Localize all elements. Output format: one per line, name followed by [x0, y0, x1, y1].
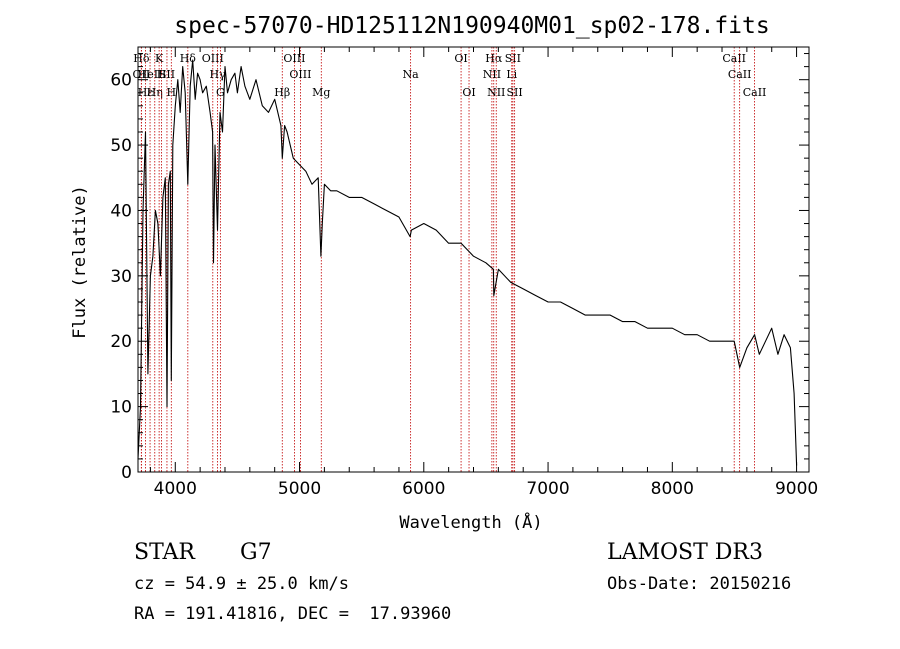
line-marker-label-8: H	[167, 86, 177, 99]
line-marker-label-23: Li	[506, 68, 517, 81]
y-tick-label-20: 20	[110, 332, 132, 352]
line-marker-label-20: Hα	[485, 52, 503, 65]
line-marker-label-9: Hδ	[180, 52, 197, 65]
line-marker-label-14: OIII	[283, 52, 305, 65]
x-tick-label-5000: 5000	[278, 479, 321, 499]
line-marker-label-26: CaII	[722, 52, 746, 65]
line-marker-label-0: Hδ	[133, 52, 150, 65]
y-tick-label-0: 0	[121, 463, 132, 483]
line-marker-label-25: SII	[507, 86, 523, 99]
line-marker-label-3: HeII	[138, 68, 163, 81]
line-marker-label-10: OIII	[202, 52, 224, 65]
survey-name: LAMOST DR3	[607, 540, 763, 565]
line-marker-label-13: Hβ	[274, 86, 290, 99]
object-subclass: G7	[240, 540, 272, 565]
line-marker-label-15: OIII	[289, 68, 311, 81]
y-axis-label: Flux (relative)	[70, 185, 90, 339]
y-tick-label-50: 50	[110, 136, 132, 156]
line-marker-label-4: Hη	[147, 86, 163, 99]
line-marker-label-16: Mg	[312, 86, 330, 99]
object-class: STAR	[134, 540, 195, 565]
redshift-text: cz = 54.9 ± 25.0 km/s	[134, 574, 349, 594]
line-marker-label-18: OI	[454, 52, 467, 65]
line-marker-label-24: SII	[505, 52, 521, 65]
series-group	[137, 59, 798, 466]
x-tick-label-8000: 8000	[651, 479, 694, 499]
line-marker-label-17: Na	[403, 68, 420, 81]
x-tick-label-7000: 7000	[526, 479, 569, 499]
x-tick-label-6000: 6000	[402, 479, 445, 499]
y-tick-label-10: 10	[110, 398, 132, 418]
plot-frame	[137, 46, 810, 473]
y-axis: 0 10 20 30 40 50 60	[110, 53, 809, 483]
x-axis: 4000 5000 6000 7000 8000 9000	[149, 47, 818, 499]
line-marker-label-19: OI	[462, 86, 475, 99]
y-tick-label-40: 40	[110, 201, 132, 221]
chart-title: spec-57070-HD125112N190940M01_sp02-178.f…	[174, 13, 769, 39]
line-marker-label-7: SII	[159, 68, 175, 81]
x-tick-label-9000: 9000	[775, 479, 818, 499]
x-axis-label: Wavelength (Å)	[399, 511, 542, 533]
line-marker-label-12: G	[216, 86, 225, 99]
series-line-0	[137, 59, 798, 466]
line-marker-label-6: H	[157, 68, 167, 81]
line-marker-label-5: K	[155, 52, 164, 65]
line-marker-label-27: CaII	[728, 68, 752, 81]
line-marker-label-28: CaII	[743, 86, 767, 99]
coordinates: RA = 191.41816, DEC = 17.93960	[134, 604, 452, 624]
line-marker-label-21: NII	[483, 68, 501, 81]
line-marker-label-11: Hγ	[209, 68, 226, 81]
obs-date: Obs-Date: 20150216	[607, 574, 792, 594]
y-tick-label-60: 60	[110, 71, 132, 91]
line-marker-label-2: Hε	[138, 86, 154, 99]
x-tick-label-4000: 4000	[154, 479, 197, 499]
y-tick-label-30: 30	[110, 267, 132, 287]
line-marker-label-22: NII	[487, 86, 505, 99]
